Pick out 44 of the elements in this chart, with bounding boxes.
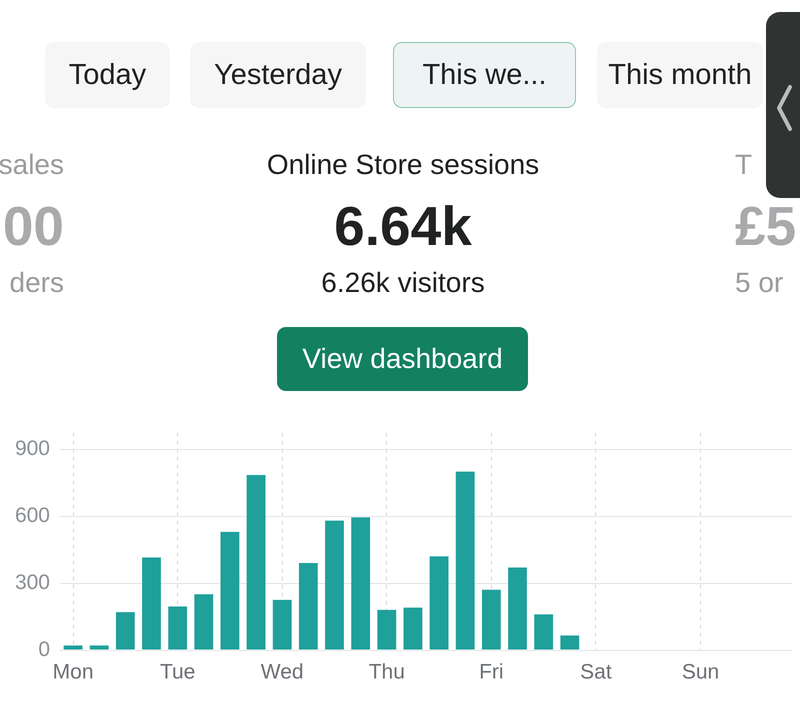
text: ders [10,266,64,300]
text: 6.26k visitors [321,266,485,300]
tab-button: This month [597,42,763,108]
x-tick-label: Sat [580,660,612,684]
text: £5 [735,194,796,259]
tab-button: This we... [393,42,576,108]
bar [430,556,448,650]
bar [351,517,370,650]
y-tick-label: 900 [14,437,50,460]
bar [456,472,475,650]
x-tick-label: Fri [479,660,504,684]
chart-title: Online Store sessions [266,148,540,182]
bar [220,532,240,650]
bar [560,636,580,650]
bar [404,608,422,650]
tab-button: Yesterday [190,42,366,108]
bar [298,563,318,650]
x-tick-label: Wed [260,660,304,684]
bar [116,612,135,650]
text: 00 [2,194,64,259]
text: T [735,148,752,182]
x-tick-label: Sun [682,660,720,684]
bar [508,568,527,650]
bar [272,600,292,650]
y-tick-label: 0 [38,638,50,661]
x-tick-label: Tue [160,660,196,684]
bar [142,557,161,650]
bar [246,474,266,650]
chart-subtitle: 6.64k [334,194,472,259]
bar [168,606,188,650]
text: 5 or [735,266,784,300]
x-tick-label: Mon [52,660,94,684]
button: View dashboard [277,327,528,391]
x-tick-label: Thu [368,660,405,684]
bar [64,646,82,650]
bar [377,610,396,650]
tab-button: Today [45,42,170,108]
bar [90,646,109,650]
y-tick-label: 600 [14,504,50,528]
bar [194,594,214,650]
bar [482,590,501,650]
y-tick-label: 300 [14,570,50,594]
bar [534,614,554,650]
bar [325,520,344,650]
